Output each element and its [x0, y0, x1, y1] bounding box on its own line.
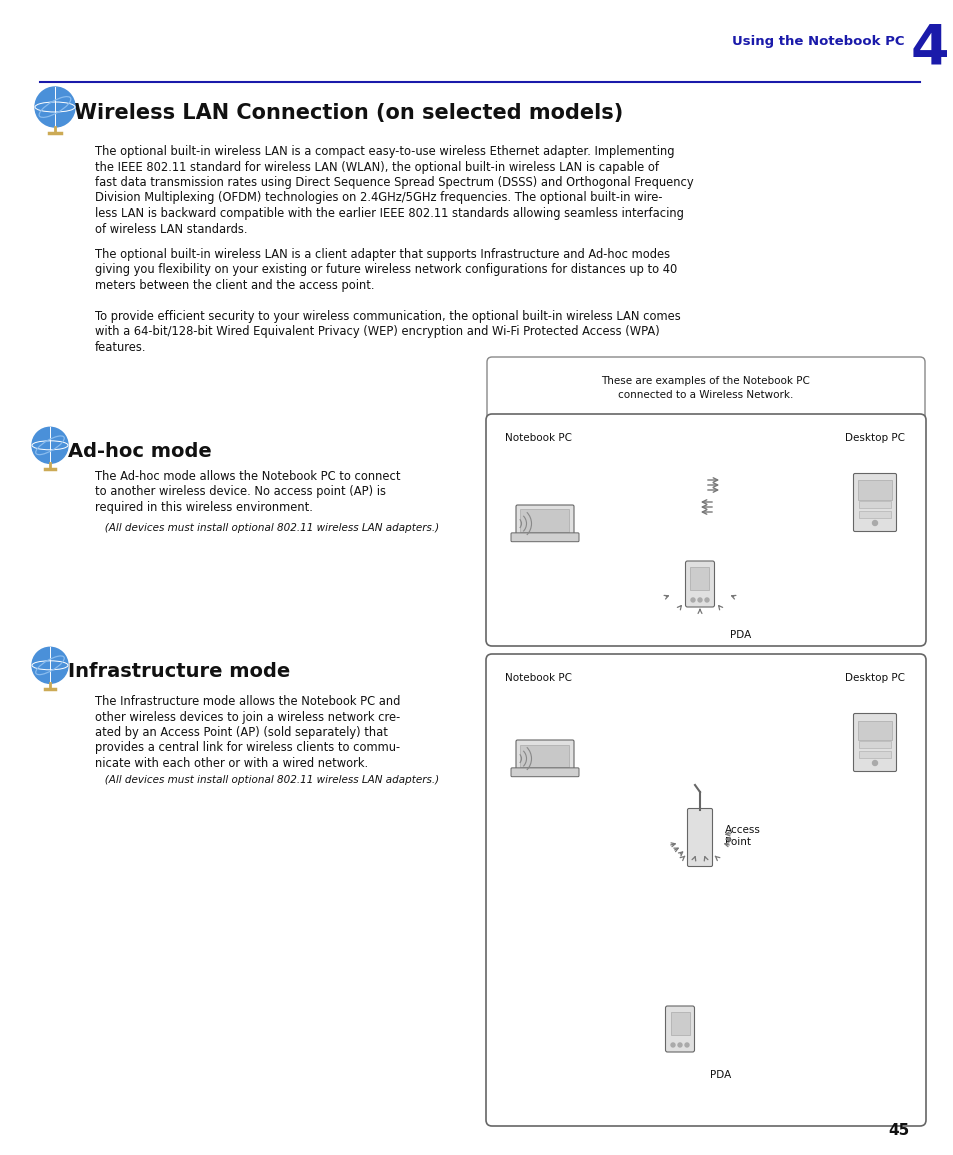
FancyBboxPatch shape — [516, 505, 574, 537]
Text: Desktop PC: Desktop PC — [844, 433, 904, 444]
Text: ated by an Access Point (AP) (sold separately) that: ated by an Access Point (AP) (sold separ… — [95, 726, 388, 739]
Bar — [858, 511, 890, 517]
FancyBboxPatch shape — [485, 654, 925, 1126]
FancyBboxPatch shape — [687, 808, 712, 866]
Text: provides a central link for wireless clients to commu-: provides a central link for wireless cli… — [95, 742, 399, 754]
Bar — [670, 1012, 689, 1035]
Text: giving you flexibility on your existing or future wireless network configuration: giving you flexibility on your existing … — [95, 263, 677, 276]
Bar — [520, 745, 569, 767]
Text: with a 64-bit/128-bit Wired Equivalent Privacy (WEP) encryption and Wi-Fi Protec: with a 64-bit/128-bit Wired Equivalent P… — [95, 326, 659, 338]
Text: To provide efficient security to your wireless communication, the optional built: To provide efficient security to your wi… — [95, 310, 680, 323]
Bar — [857, 721, 891, 739]
Text: Access
Point: Access Point — [724, 825, 760, 848]
Text: 4: 4 — [910, 22, 948, 76]
Text: meters between the client and the access point.: meters between the client and the access… — [95, 280, 375, 292]
FancyBboxPatch shape — [853, 474, 896, 531]
FancyBboxPatch shape — [485, 413, 925, 646]
Text: 45: 45 — [888, 1123, 909, 1138]
Circle shape — [684, 1043, 688, 1046]
Text: Using the Notebook PC: Using the Notebook PC — [732, 35, 904, 49]
FancyBboxPatch shape — [665, 1006, 694, 1052]
Text: less LAN is backward compatible with the earlier IEEE 802.11 standards allowing : less LAN is backward compatible with the… — [95, 207, 683, 219]
FancyBboxPatch shape — [486, 357, 924, 420]
Circle shape — [35, 87, 75, 127]
Text: Division Multiplexing (OFDM) technologies on 2.4GHz/5GHz frequencies. The option: Division Multiplexing (OFDM) technologie… — [95, 192, 661, 204]
Text: the IEEE 802.11 standard for wireless LAN (WLAN), the optional built-in wireless: the IEEE 802.11 standard for wireless LA… — [95, 161, 659, 173]
Text: required in this wireless environment.: required in this wireless environment. — [95, 501, 313, 514]
Text: The Infrastructure mode allows the Notebook PC and: The Infrastructure mode allows the Noteb… — [95, 695, 400, 708]
Circle shape — [32, 647, 68, 684]
Text: nicate with each other or with a wired network.: nicate with each other or with a wired n… — [95, 757, 368, 770]
Circle shape — [704, 598, 708, 602]
Text: Desktop PC: Desktop PC — [844, 673, 904, 683]
Text: Notebook PC: Notebook PC — [504, 673, 572, 683]
Text: features.: features. — [95, 341, 147, 353]
Circle shape — [678, 1043, 681, 1046]
Text: Infrastructure mode: Infrastructure mode — [68, 662, 290, 681]
Text: of wireless LAN standards.: of wireless LAN standards. — [95, 223, 247, 236]
Circle shape — [872, 760, 877, 766]
Text: The Ad-hoc mode allows the Notebook PC to connect: The Ad-hoc mode allows the Notebook PC t… — [95, 470, 400, 483]
Text: (All devices must install optional 802.11 wireless LAN adapters.): (All devices must install optional 802.1… — [95, 523, 438, 532]
Bar — [858, 742, 890, 748]
Text: (All devices must install optional 802.11 wireless LAN adapters.): (All devices must install optional 802.1… — [95, 775, 438, 785]
FancyBboxPatch shape — [511, 532, 578, 542]
Text: The optional built-in wireless LAN is a compact easy-to-use wireless Ethernet ad: The optional built-in wireless LAN is a … — [95, 146, 674, 158]
Bar — [520, 509, 569, 532]
Text: These are examples of the Notebook PC
connected to a Wireless Network.: These are examples of the Notebook PC co… — [601, 377, 810, 401]
Bar — [857, 480, 891, 500]
Bar — [858, 751, 890, 758]
Circle shape — [690, 598, 695, 602]
Circle shape — [872, 521, 877, 526]
FancyBboxPatch shape — [853, 714, 896, 772]
Bar — [690, 567, 709, 590]
Text: PDA: PDA — [709, 1070, 731, 1080]
Circle shape — [698, 598, 701, 602]
FancyBboxPatch shape — [685, 561, 714, 608]
Circle shape — [670, 1043, 675, 1046]
Text: other wireless devices to join a wireless network cre-: other wireless devices to join a wireles… — [95, 710, 400, 723]
Text: Notebook PC: Notebook PC — [504, 433, 572, 444]
Text: The optional built-in wireless LAN is a client adapter that supports Infrastruct: The optional built-in wireless LAN is a … — [95, 248, 669, 261]
Text: PDA: PDA — [729, 629, 750, 640]
FancyBboxPatch shape — [511, 768, 578, 776]
Bar — [858, 501, 890, 508]
Text: Ad-hoc mode: Ad-hoc mode — [68, 442, 212, 461]
Text: to another wireless device. No access point (AP) is: to another wireless device. No access po… — [95, 485, 386, 499]
FancyBboxPatch shape — [516, 740, 574, 772]
Text: Wireless LAN Connection (on selected models): Wireless LAN Connection (on selected mod… — [74, 103, 622, 122]
Circle shape — [32, 427, 68, 463]
Text: fast data transmission rates using Direct Sequence Spread Spectrum (DSSS) and Or: fast data transmission rates using Direc… — [95, 176, 693, 189]
